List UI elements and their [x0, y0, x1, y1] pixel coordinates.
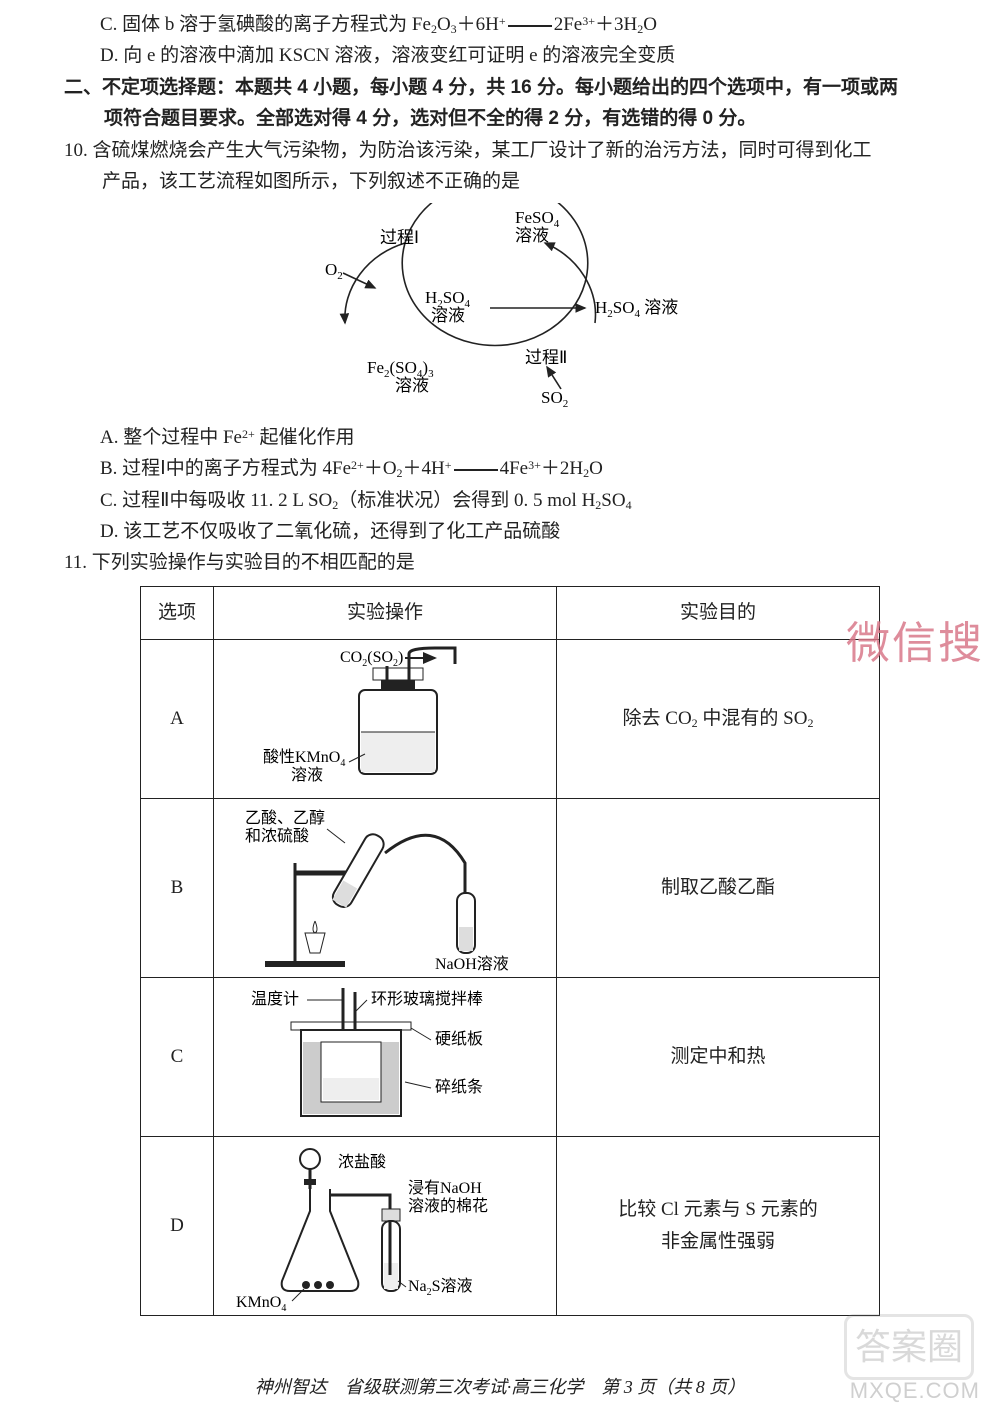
svg-text:过程Ⅰ: 过程Ⅰ — [380, 228, 419, 247]
row-b-aim: 制取乙酸乙酯 — [557, 798, 880, 977]
row-a-aim: 除去 CO2 中混有的 SO2 — [557, 639, 880, 798]
svg-text:硬纸板: 硬纸板 — [435, 1030, 483, 1048]
svg-text:温度计: 温度计 — [251, 990, 299, 1008]
svg-text:和浓硫酸: 和浓硫酸 — [245, 827, 309, 845]
svg-text:过程Ⅱ: 过程Ⅱ — [525, 348, 567, 367]
svg-text:NaOH溶液: NaOH溶液 — [435, 955, 509, 973]
q10-flow-diagram: FeSO4 溶液 过程Ⅰ O2 H2SO4 溶液 H2SO4 溶液 Fe2(SO… — [285, 203, 745, 413]
row-c-opt: C — [141, 977, 214, 1136]
svg-text:溶液: 溶液 — [395, 376, 429, 395]
q10-option-a: A. 整个过程中 Fe2+ 起催化作用 — [60, 423, 970, 452]
row-c-figure: 温度计 环形玻璃搅拌棒 硬纸板 碎纸条 — [214, 977, 557, 1136]
section2-header-line2: 项符合题目要求。全部选对得 4 分，选对但不全的得 2 分，有选错的得 0 分。 — [60, 104, 970, 133]
site-watermark: MXQE.COM — [850, 1374, 980, 1408]
stamp-watermark: 答案圈 — [844, 1314, 974, 1380]
table-row: D 浓盐酸 KMnO4 浸有NaOH 溶液的棉花 — [141, 1136, 880, 1315]
row-d-figure: 浓盐酸 KMnO4 浸有NaOH 溶液的棉花 Na2S溶液 — [214, 1136, 557, 1315]
svg-text:KMnO4: KMnO4 — [236, 1294, 286, 1311]
q11-stem: 11. 下列实验操作与实验目的不相匹配的是 — [60, 548, 970, 577]
svg-text:溶液的棉花: 溶液的棉花 — [408, 1197, 488, 1215]
row-b-opt: B — [141, 798, 214, 977]
th-option: 选项 — [141, 586, 214, 639]
row-d-aim: 比较 Cl 元素与 S 元素的非金属性强弱 — [557, 1136, 880, 1315]
q9-option-c: C. 固体 b 溶于氢碘酸的离子方程式为 Fe2O3＋6H+2Fe3+＋3H2O — [60, 10, 970, 39]
svg-text:环形玻璃搅拌棒: 环形玻璃搅拌棒 — [371, 990, 483, 1008]
svg-text:溶液: 溶液 — [515, 226, 549, 245]
q10-stem-line2: 产品，该工艺流程如图所示，下列叙述不正确的是 — [60, 167, 970, 196]
svg-text:浸有NaOH: 浸有NaOH — [408, 1179, 482, 1197]
q10-stem-line1: 10. 含硫煤燃烧会产生大气污染物，为防治该污染，某工厂设计了新的治污方法，同时… — [60, 136, 970, 165]
table-row: B 乙酸、乙醇 和浓硫酸 — [141, 798, 880, 977]
row-a-figure: CO2(SO2) 酸性KMnO4 溶液 — [214, 639, 557, 798]
row-c-aim: 测定中和热 — [557, 977, 880, 1136]
svg-text:酸性KMnO4: 酸性KMnO4 — [263, 748, 345, 769]
svg-text:溶液: 溶液 — [431, 306, 465, 325]
svg-text:浓盐酸: 浓盐酸 — [338, 1153, 386, 1171]
q10-option-d: D. 该工艺不仅吸收了二氧化硫，还得到了化工产品硫酸 — [60, 517, 970, 546]
q11-table: 选项 实验操作 实验目的 A CO2(SO2) 酸性KMnO4 溶液 — [140, 586, 880, 1316]
row-b-figure: 乙酸、乙醇 和浓硫酸 NaOH溶液 — [214, 798, 557, 977]
section2-header-line1: 二、不定项选择题：本题共 4 小题，每小题 4 分，共 16 分。每小题给出的四… — [60, 73, 970, 102]
svg-text:O2: O2 — [325, 260, 343, 282]
svg-text:乙酸、乙醇: 乙酸、乙醇 — [245, 809, 325, 827]
svg-text:溶液: 溶液 — [291, 766, 323, 784]
svg-text:H2SO4 溶液: H2SO4 溶液 — [595, 298, 678, 320]
q10-option-b: B. 过程Ⅰ中的离子方程式为 4Fe2+＋O2＋4H+4Fe3+＋2H2O — [60, 454, 970, 483]
th-aim: 实验目的 — [557, 586, 880, 639]
table-row: A CO2(SO2) 酸性KMnO4 溶液 除去 CO2 中混 — [141, 639, 880, 798]
watermark-text: 微信搜《 — [846, 610, 1000, 678]
svg-text:CO2(SO2): CO2(SO2) — [340, 649, 403, 669]
table-header-row: 选项 实验操作 实验目的 — [141, 586, 880, 639]
q9-option-d: D. 向 e 的溶液中滴加 KSCN 溶液，溶液变红可证明 e 的溶液完全变质 — [60, 41, 970, 70]
svg-text:SO2: SO2 — [541, 388, 568, 410]
row-a-opt: A — [141, 639, 214, 798]
svg-text:Na2S溶液: Na2S溶液 — [408, 1277, 473, 1298]
svg-text:碎纸条: 碎纸条 — [435, 1078, 483, 1096]
row-d-opt: D — [141, 1136, 214, 1315]
q10-option-c: C. 过程Ⅱ中每吸收 11. 2 L SO2（标准状况）会得到 0. 5 mol… — [60, 486, 970, 515]
table-row: C 温度计 环形玻璃搅拌棒 硬纸板 — [141, 977, 880, 1136]
th-operation: 实验操作 — [214, 586, 557, 639]
